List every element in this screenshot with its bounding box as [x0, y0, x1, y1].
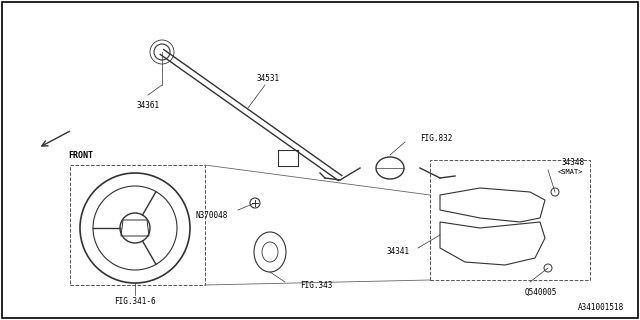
Text: FIG.832: FIG.832 — [420, 133, 452, 142]
Text: N370048: N370048 — [196, 211, 228, 220]
Text: 34341: 34341 — [387, 247, 410, 257]
Text: 34348: 34348 — [562, 157, 585, 166]
Text: FIG.343: FIG.343 — [300, 282, 332, 291]
Text: 34531: 34531 — [257, 74, 280, 83]
Text: 34361: 34361 — [136, 100, 159, 109]
Text: Q540005: Q540005 — [525, 287, 557, 297]
Text: FIG.341-6: FIG.341-6 — [114, 298, 156, 307]
Text: A341001518: A341001518 — [578, 303, 624, 313]
Text: FRONT: FRONT — [68, 150, 93, 159]
Text: <SMAT>: <SMAT> — [558, 169, 584, 175]
